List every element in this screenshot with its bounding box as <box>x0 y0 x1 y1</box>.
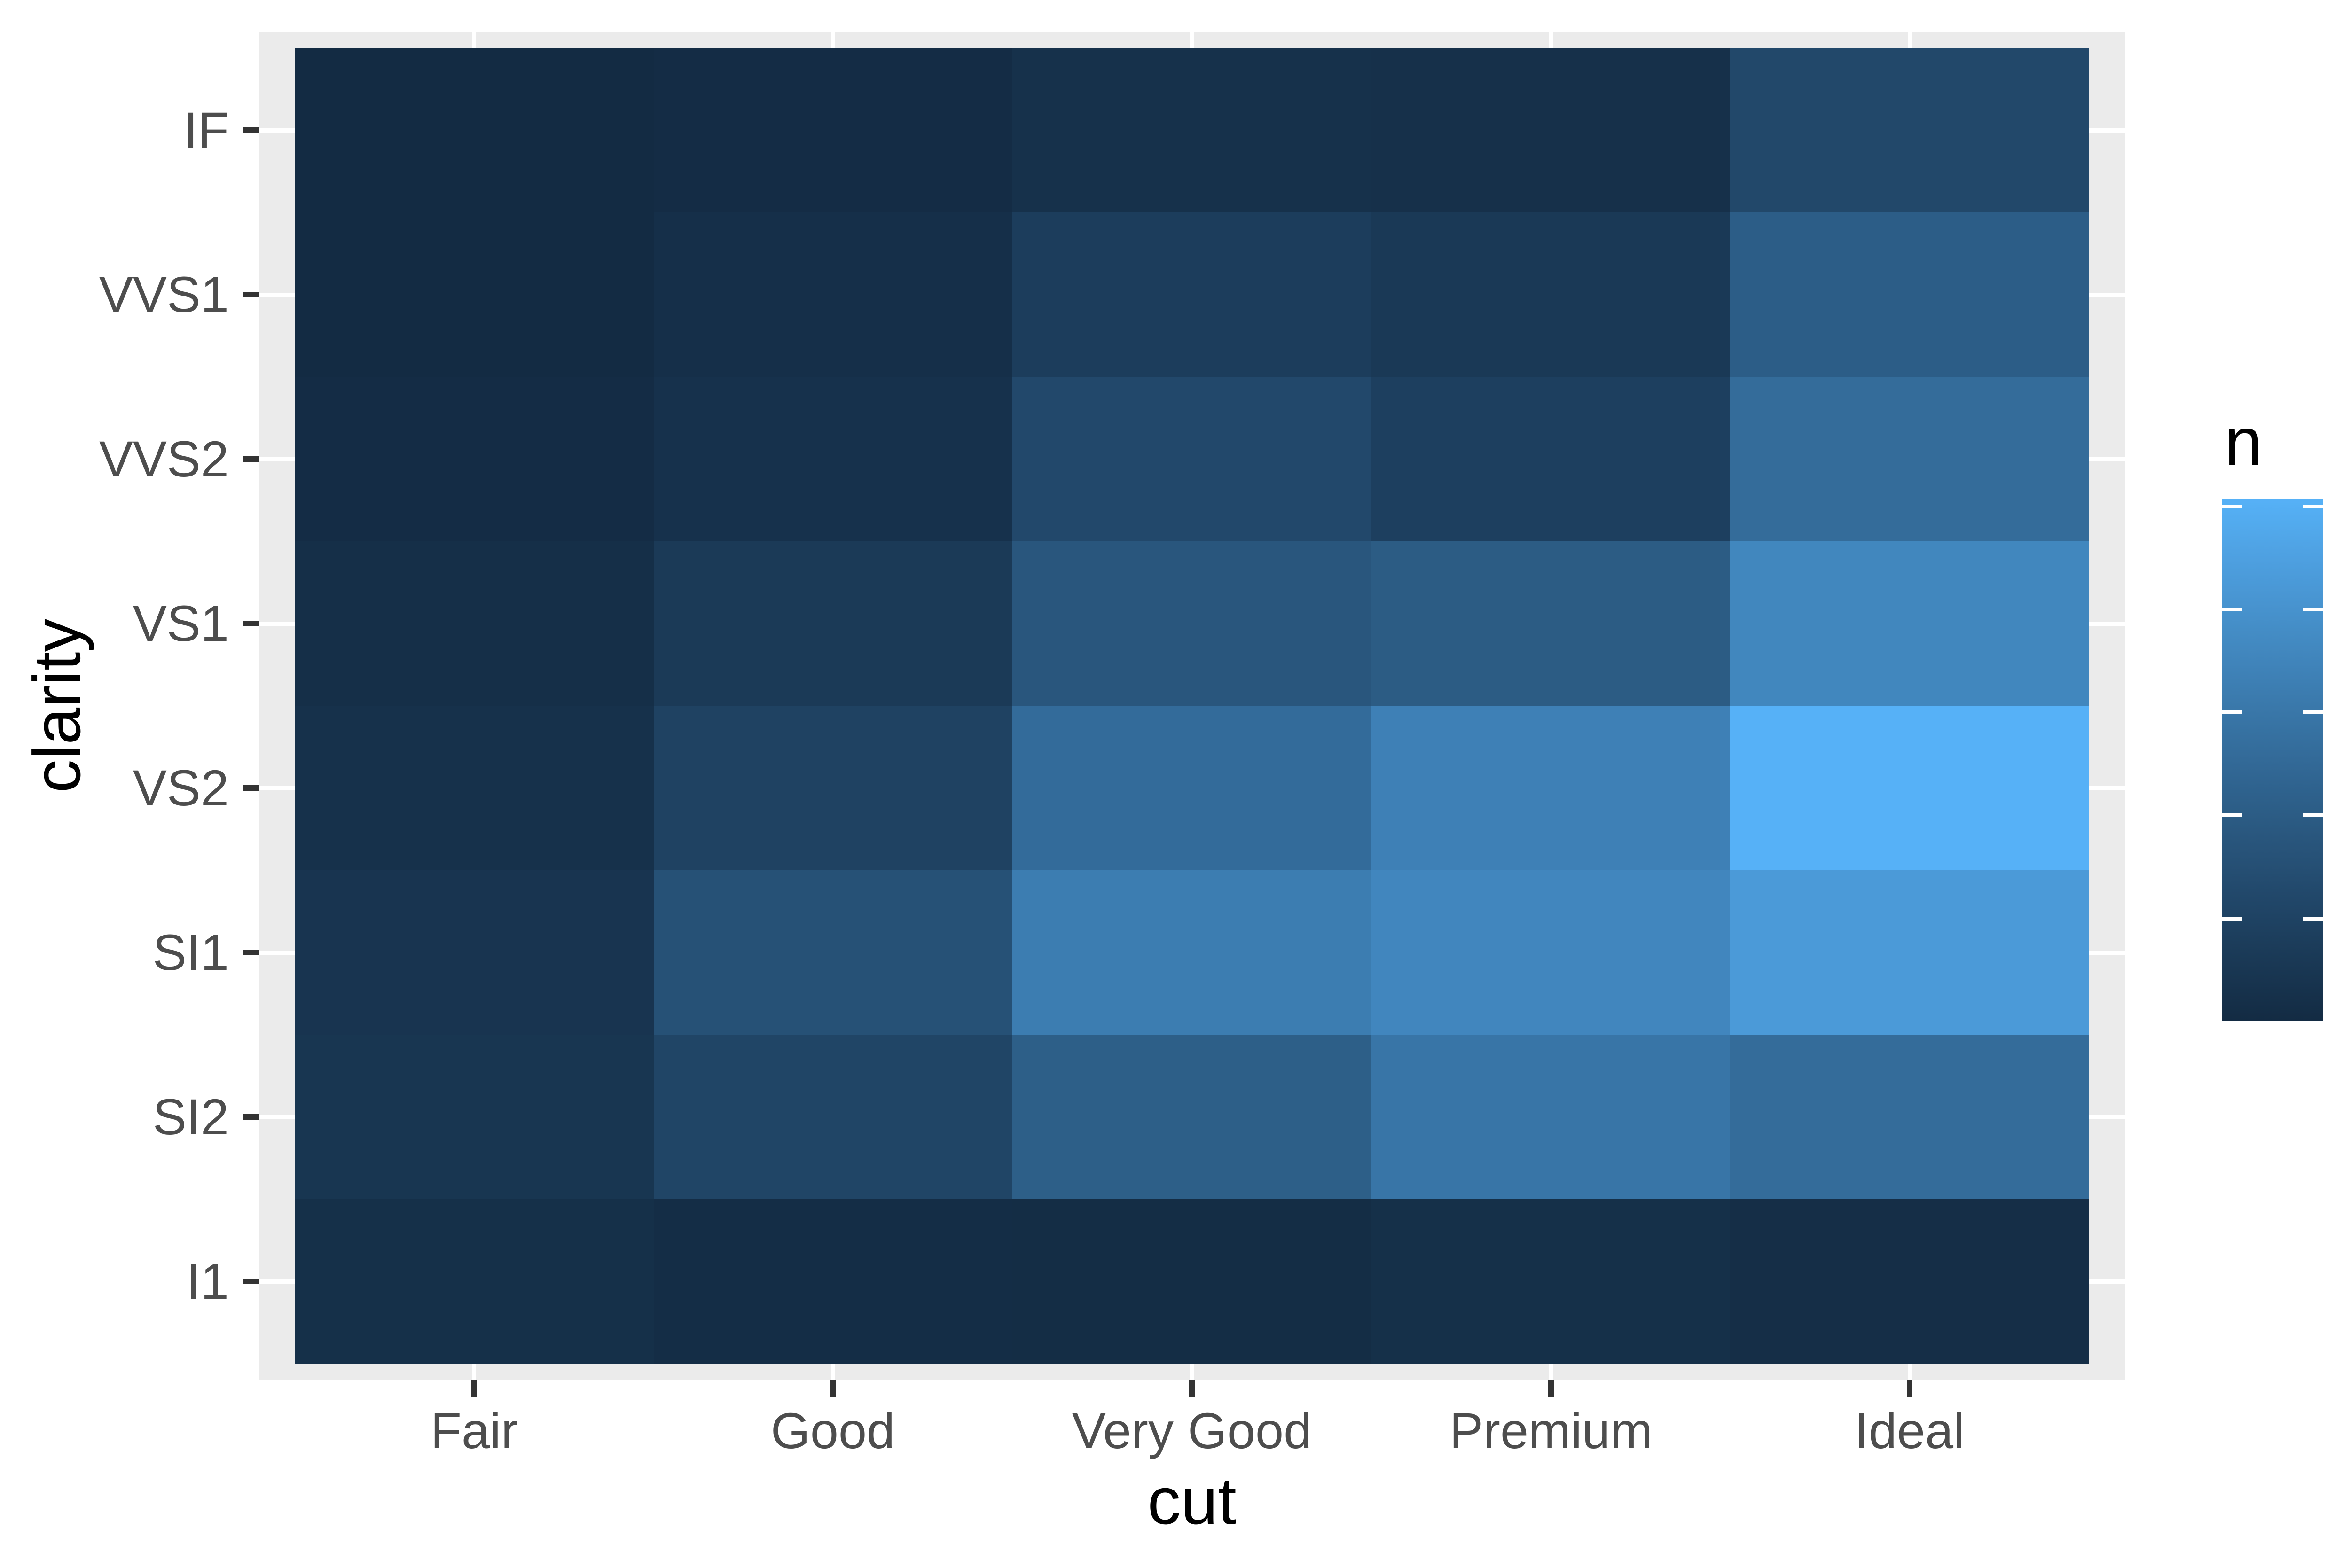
heatmap-cell <box>1012 541 1371 706</box>
y-axis-tick-label: I1 <box>186 1253 229 1310</box>
x-axis-tick-mark <box>1548 1380 1554 1397</box>
y-axis-tick-mark <box>243 292 259 297</box>
heatmap-cell <box>654 1035 1012 1199</box>
legend-tick-mark <box>2303 813 2323 817</box>
y-axis-tick-label: VVS2 <box>99 430 229 487</box>
heatmap-cell <box>654 377 1012 541</box>
y-axis-tick-mark <box>243 621 259 626</box>
heatmap-cell <box>295 541 654 706</box>
y-axis-tick-label: SI1 <box>152 924 229 981</box>
heatmap-cell <box>1371 706 1730 870</box>
y-axis-tick-label: SI2 <box>152 1088 229 1145</box>
heatmap-cell <box>654 870 1012 1035</box>
heatmap-cell <box>295 1199 654 1364</box>
legend-tick-mark <box>2222 917 2242 921</box>
heatmap-cell <box>1371 1035 1730 1199</box>
y-axis-tick-mark <box>243 950 259 955</box>
heatmap-cell <box>295 377 654 541</box>
x-axis-tick-label: Fair <box>431 1402 518 1459</box>
heatmap-cell <box>1371 212 1730 377</box>
heatmap-cell <box>1371 377 1730 541</box>
heatmap-cell <box>654 212 1012 377</box>
y-axis-tick-mark <box>243 1279 259 1284</box>
heatmap-cell <box>1730 212 2089 377</box>
y-axis-tick-mark <box>243 1114 259 1120</box>
x-axis-title: cut <box>1147 1464 1237 1538</box>
x-axis-tick-label: Ideal <box>1854 1402 1965 1459</box>
heatmap-cell <box>1012 377 1371 541</box>
heatmap-cell <box>295 1035 654 1199</box>
heatmap-cell <box>1012 1035 1371 1199</box>
x-axis-tick-label: Very Good <box>1072 1402 1312 1459</box>
heatmap-cell <box>1012 706 1371 870</box>
heatmap-cell <box>1730 48 2089 212</box>
y-axis-tick-mark <box>243 456 259 462</box>
heatmap-cell <box>1730 1199 2089 1364</box>
heatmap-cell <box>1371 1199 1730 1364</box>
heatmap-cell <box>1012 48 1371 212</box>
x-axis-tick-mark <box>471 1380 477 1397</box>
y-axis-tick-mark <box>243 127 259 133</box>
y-axis-tick-label: IF <box>184 101 229 158</box>
plot-panel <box>259 32 2125 1380</box>
heatmap-cell <box>1371 541 1730 706</box>
x-axis-tick-mark <box>830 1380 836 1397</box>
legend-tick-mark <box>2303 608 2323 611</box>
legend-tick-mark <box>2222 608 2242 611</box>
heatmap-cell <box>1371 48 1730 212</box>
legend-tick-mark <box>2222 813 2242 817</box>
heatmap-cell <box>1730 706 2089 870</box>
heatmap-cell <box>295 870 654 1035</box>
legend-tick-mark <box>2222 710 2242 714</box>
legend-title: n <box>2225 404 2263 480</box>
legend-colorbar <box>2222 499 2323 1021</box>
heatmap-cell <box>295 706 654 870</box>
y-axis-tick-label: VS2 <box>133 759 229 816</box>
heatmap-cell <box>295 48 654 212</box>
y-axis-tick-label: VVS1 <box>99 266 229 323</box>
heatmap-cell <box>1730 541 2089 706</box>
x-axis-tick-label: Premium <box>1449 1402 1653 1459</box>
heatmap-cell <box>654 706 1012 870</box>
legend-tick-mark <box>2303 505 2323 508</box>
y-axis-tick-label: VS1 <box>133 595 229 652</box>
heatmap-cell <box>1730 870 2089 1035</box>
heatmap-cell <box>654 48 1012 212</box>
heatmap-cell <box>1730 1035 2089 1199</box>
y-axis-tick-mark <box>243 785 259 791</box>
legend-tick-mark <box>2222 505 2242 508</box>
heatmap-cell <box>1012 1199 1371 1364</box>
heatmap-cell <box>1012 870 1371 1035</box>
heatmap-cell <box>1012 212 1371 377</box>
x-axis-tick-mark <box>1189 1380 1195 1397</box>
heatmap-cell <box>654 541 1012 706</box>
legend-tick-mark <box>2303 917 2323 921</box>
heatmap-cell <box>1730 377 2089 541</box>
legend-tick-mark <box>2303 710 2323 714</box>
x-axis-tick-label: Good <box>770 1402 895 1459</box>
heatmap-cell <box>295 212 654 377</box>
y-axis-title: clarity <box>20 618 94 793</box>
heatmap-cell <box>654 1199 1012 1364</box>
x-axis-tick-mark <box>1907 1380 1912 1397</box>
heatmap-cell <box>1371 870 1730 1035</box>
